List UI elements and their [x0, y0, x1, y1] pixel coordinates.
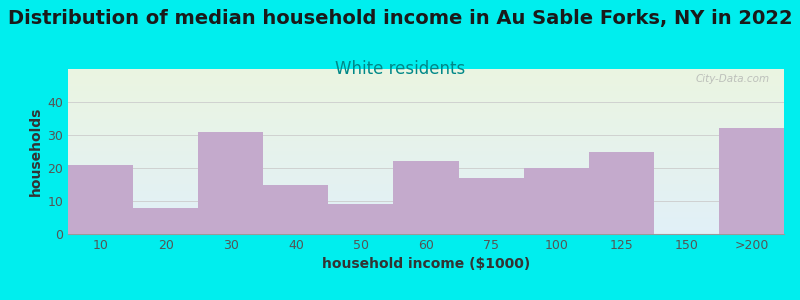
Bar — [458, 178, 524, 234]
Bar — [524, 168, 589, 234]
Text: Distribution of median household income in Au Sable Forks, NY in 2022: Distribution of median household income … — [8, 9, 792, 28]
Bar — [589, 152, 654, 234]
Bar — [719, 128, 784, 234]
Text: City-Data.com: City-Data.com — [695, 74, 770, 84]
Bar — [133, 208, 198, 234]
Bar — [198, 132, 263, 234]
Bar — [394, 161, 458, 234]
X-axis label: household income ($1000): household income ($1000) — [322, 257, 530, 272]
Bar — [68, 165, 133, 234]
Bar — [328, 204, 394, 234]
Text: White residents: White residents — [335, 60, 465, 78]
Y-axis label: households: households — [29, 107, 43, 196]
Bar — [263, 184, 328, 234]
